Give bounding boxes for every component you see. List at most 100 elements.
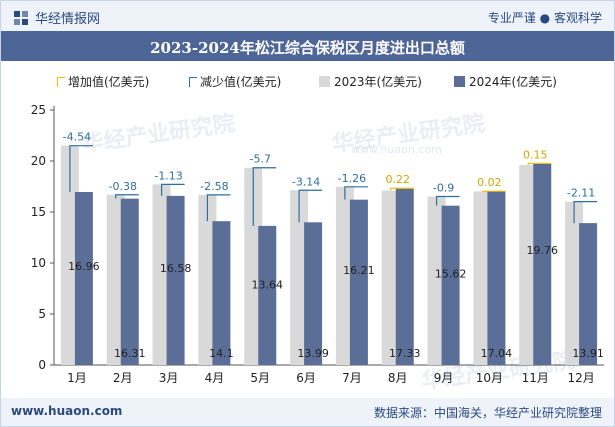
x-tick-label: 2月 — [113, 371, 133, 385]
footer-source: 数据来源：中国海关，华经产业研究院整理 — [373, 406, 602, 420]
bar-chart: 0 5 10 15 20 25 -4.54 16.96 1月 -0.38 16.31 2月 -1.13 1… — [31, 103, 604, 385]
bar-2023 — [335, 186, 354, 365]
decrease-bracket — [115, 194, 139, 199]
change-value-label: 0.22 — [386, 173, 411, 186]
change-value-label: -1.13 — [154, 169, 182, 182]
value-label-2024: 17.04 — [481, 347, 513, 360]
legend-2023-label: 2023年(亿美元) — [334, 75, 422, 89]
x-tick-label: 8月 — [388, 371, 408, 385]
top-bar: 华经情报网 专业严谨 ● 客观科学 — [1, 1, 614, 31]
bar-2023 — [244, 167, 263, 365]
y-tick-label: 15 — [31, 205, 46, 219]
value-label-2024: 19.76 — [527, 244, 559, 257]
y-tick-label: 25 — [31, 103, 46, 117]
bar-2024 — [258, 225, 277, 365]
value-label-2024: 14.1 — [209, 347, 234, 360]
value-label-2024: 16.96 — [68, 260, 100, 273]
bar-2024 — [74, 192, 93, 365]
bar-2023 — [60, 145, 79, 365]
x-tick-label: 12月 — [567, 371, 594, 385]
bar-2024 — [487, 191, 506, 365]
change-value-label: -0.38 — [109, 180, 137, 193]
decrease-bracket — [206, 194, 231, 222]
change-value-label: -4.54 — [63, 131, 91, 144]
footer-site: www.huaon.com — [11, 404, 123, 418]
bar-2024 — [395, 188, 414, 365]
tagline-right: 客观科学 — [553, 11, 602, 25]
increase-bracket — [527, 162, 552, 165]
bar-2023 — [106, 194, 125, 365]
value-label-2024: 16.58 — [160, 262, 192, 275]
bar-2024 — [441, 205, 460, 365]
change-value-label: 0.02 — [477, 176, 502, 189]
value-label-2024: 16.21 — [343, 264, 375, 277]
x-tick-label: 10月 — [476, 371, 503, 385]
swatch-2024 — [454, 76, 465, 87]
bar-2023 — [427, 196, 446, 365]
x-tick-label: 5月 — [250, 371, 270, 385]
legend-2024-label: 2024年(亿美元) — [469, 75, 557, 89]
increase-swatch — [57, 76, 65, 87]
change-value-label: -3.14 — [292, 175, 320, 188]
y-tick-label: 0 — [38, 358, 46, 372]
y-tick-label: 20 — [31, 154, 46, 168]
swatch-2023 — [319, 76, 330, 87]
bar-2023 — [565, 201, 584, 365]
change-value-label: -2.58 — [200, 180, 228, 193]
brand-name: 华经情报网 — [35, 12, 101, 27]
value-label-2024: 13.91 — [572, 347, 604, 360]
value-label-2024: 15.62 — [435, 267, 467, 280]
value-label-2024: 16.31 — [114, 347, 146, 360]
bar-2023 — [473, 191, 492, 365]
decrease-bracket — [160, 183, 185, 196]
decrease-swatch — [189, 76, 197, 87]
change-value-label: -0.9 — [433, 181, 454, 194]
bottom-bar: www.huaon.com 数据来源：中国海关，华经产业研究院整理 — [1, 398, 614, 426]
y-tick-label: 5 — [38, 307, 46, 321]
chart-title: 2023-2024年松江综合保税区月度进出口总额 — [150, 39, 465, 57]
x-tick-label: 6月 — [296, 371, 316, 385]
change-value-label: -1.26 — [338, 172, 366, 185]
legend-decrease-label: 减少值(亿美元) — [200, 75, 282, 89]
x-tick-label: 4月 — [205, 371, 225, 385]
huajing-logo-icon — [14, 10, 28, 25]
bar-2023 — [381, 190, 400, 365]
brand: 华经情报网 — [14, 8, 100, 27]
tagline-left: 专业严谨 — [487, 11, 536, 25]
tagline-separator: ● — [539, 11, 551, 25]
bar-2023 — [198, 194, 217, 365]
bar-2023 — [152, 184, 171, 365]
title-bar: 2023-2024年松江综合保税区月度进出口总额 — [1, 31, 614, 61]
x-tick-label: 3月 — [159, 371, 179, 385]
change-value-label: 0.15 — [523, 148, 548, 161]
legend-2023: 2023年(亿美元) — [319, 73, 422, 90]
value-label-2024: 17.33 — [389, 347, 421, 360]
bar-2024 — [579, 223, 598, 365]
bar-2024 — [304, 222, 323, 365]
bar-2023 — [290, 190, 309, 365]
legend-decrease: 减少值(亿美元) — [189, 73, 281, 90]
bar-2024 — [533, 163, 552, 365]
legend-increase: 增加值(亿美元) — [57, 73, 149, 90]
decrease-bracket — [344, 186, 368, 200]
value-label-2024: 13.64 — [252, 278, 284, 291]
tagline: 专业严谨 ● 客观科学 — [488, 9, 602, 26]
x-tick-label: 11月 — [522, 371, 549, 385]
decrease-bracket — [252, 167, 277, 226]
x-tick-label: 1月 — [67, 371, 87, 385]
legend: 增加值(亿美元) 减少值(亿美元) 2023年(亿美元) 2024年(亿美元) — [1, 73, 614, 89]
bar-2024 — [349, 199, 368, 365]
y-tick-label: 10 — [31, 256, 46, 270]
change-value-label: -2.11 — [567, 187, 595, 200]
x-tick-label: 9月 — [434, 371, 454, 385]
x-tick-label: 7月 — [342, 371, 362, 385]
legend-increase-label: 增加值(亿美元) — [68, 75, 150, 89]
increase-bracket — [390, 187, 414, 191]
bar-2024 — [166, 195, 185, 365]
legend-2024: 2024年(亿美元) — [454, 73, 557, 90]
decrease-bracket — [573, 200, 598, 224]
bar-2024 — [212, 221, 231, 365]
change-value-label: -5.7 — [250, 153, 271, 166]
bar-2023 — [519, 164, 538, 365]
